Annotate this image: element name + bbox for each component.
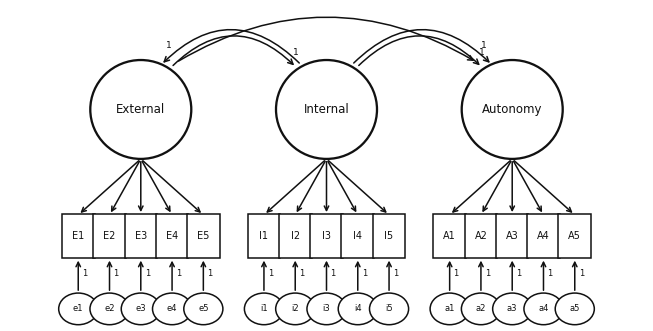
Text: I2: I2 [291,231,300,241]
Text: a4: a4 [538,305,549,313]
Ellipse shape [462,60,563,159]
Text: E1: E1 [72,231,84,241]
Text: 1: 1 [268,269,273,278]
Text: E4: E4 [166,231,178,241]
Text: 1: 1 [362,269,367,278]
Text: 1: 1 [481,41,487,50]
FancyBboxPatch shape [187,214,219,259]
Ellipse shape [370,293,409,325]
Text: i2: i2 [291,305,299,313]
Text: 1: 1 [82,269,88,278]
Text: 1: 1 [299,269,304,278]
FancyBboxPatch shape [247,214,280,259]
Text: i5: i5 [385,305,393,313]
Text: 1: 1 [145,269,150,278]
Text: e4: e4 [167,305,178,313]
FancyBboxPatch shape [434,214,466,259]
FancyBboxPatch shape [342,214,374,259]
Text: External: External [116,103,165,116]
Text: A2: A2 [475,231,487,241]
Text: e2: e2 [104,305,115,313]
Ellipse shape [492,293,532,325]
Ellipse shape [462,293,500,325]
Text: E5: E5 [197,231,210,241]
FancyBboxPatch shape [310,214,343,259]
Text: 1: 1 [293,48,298,57]
Text: 1: 1 [207,269,212,278]
Text: a2: a2 [476,305,486,313]
FancyArrowPatch shape [178,17,473,61]
Text: A3: A3 [506,231,518,241]
Text: I3: I3 [322,231,331,241]
FancyBboxPatch shape [465,214,497,259]
Text: i4: i4 [354,305,362,313]
FancyBboxPatch shape [125,214,157,259]
Text: Autonomy: Autonomy [482,103,543,116]
FancyBboxPatch shape [62,214,95,259]
Text: E3: E3 [135,231,147,241]
Text: 1: 1 [166,41,172,50]
FancyBboxPatch shape [496,214,528,259]
FancyBboxPatch shape [156,214,188,259]
Text: 1: 1 [330,269,336,278]
Text: A1: A1 [443,231,456,241]
Text: 1: 1 [485,269,490,278]
Text: 1: 1 [176,269,182,278]
Text: I1: I1 [259,231,268,241]
Ellipse shape [90,60,191,159]
FancyArrowPatch shape [164,29,299,63]
Text: 1: 1 [114,269,119,278]
Text: a1: a1 [445,305,455,313]
Text: e1: e1 [73,305,84,313]
Ellipse shape [524,293,563,325]
Ellipse shape [90,293,129,325]
Text: A4: A4 [537,231,550,241]
Text: I4: I4 [353,231,362,241]
Ellipse shape [338,293,377,325]
Ellipse shape [183,293,223,325]
Text: 1: 1 [547,269,552,278]
Text: 1: 1 [454,269,459,278]
FancyArrowPatch shape [358,36,479,66]
Ellipse shape [59,293,98,325]
Ellipse shape [276,60,377,159]
Text: A5: A5 [568,231,581,241]
Text: E2: E2 [103,231,116,241]
Text: e3: e3 [135,305,146,313]
Ellipse shape [430,293,470,325]
Text: Internal: Internal [304,103,349,116]
FancyBboxPatch shape [558,214,591,259]
Text: i3: i3 [323,305,330,313]
Text: 1: 1 [479,48,485,57]
FancyBboxPatch shape [279,214,311,259]
Text: i1: i1 [260,305,268,313]
Ellipse shape [555,293,594,325]
Ellipse shape [153,293,191,325]
FancyBboxPatch shape [93,214,126,259]
Ellipse shape [244,293,283,325]
FancyArrowPatch shape [354,29,489,63]
Ellipse shape [121,293,161,325]
Ellipse shape [307,293,346,325]
Text: I5: I5 [385,231,394,241]
Text: a5: a5 [569,305,580,313]
FancyBboxPatch shape [373,214,406,259]
FancyArrowPatch shape [173,36,293,66]
Text: e5: e5 [198,305,208,313]
Text: 1: 1 [516,269,521,278]
Ellipse shape [276,293,315,325]
FancyBboxPatch shape [527,214,560,259]
Text: 1: 1 [579,269,584,278]
Text: 1: 1 [393,269,398,278]
Text: a3: a3 [507,305,517,313]
